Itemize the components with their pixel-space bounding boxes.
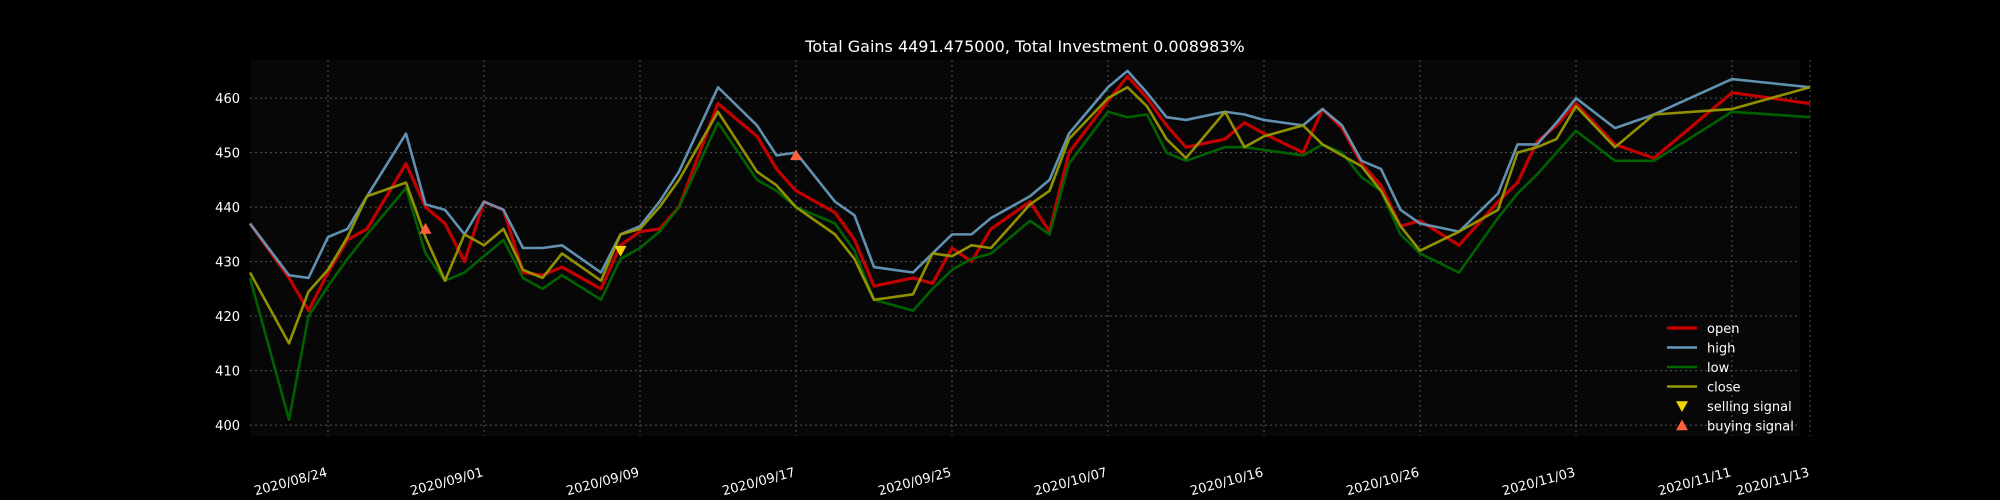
y-tick-labels: 400 410 420 430 440 450 460 [215, 92, 240, 434]
legend-label-open: open [1707, 322, 1739, 337]
series-line-low [248, 110, 1811, 421]
series-lines [248, 69, 1811, 421]
legend-label-selling-signal: selling signal [1707, 400, 1792, 415]
legend: open high low close selling signal buying sig… [1667, 322, 1794, 435]
y-tick-label: 400 [215, 419, 240, 434]
series-line-high [248, 69, 1811, 280]
buying-signal-marker [790, 149, 802, 161]
series-line-close [248, 85, 1811, 345]
grid [250, 60, 1811, 436]
legend-label-low: low [1707, 361, 1730, 376]
y-tick-label: 460 [215, 92, 240, 107]
y-tick-label: 430 [215, 256, 240, 271]
y-tick-label: 450 [215, 147, 240, 162]
signal-markers [419, 149, 802, 257]
y-tick-label: 420 [215, 310, 240, 325]
chart-title: Total Gains 4491.475000, Total Investmen… [804, 37, 1244, 56]
y-tick-label: 440 [215, 201, 240, 216]
legend-swatch-selling-signal [1676, 401, 1688, 412]
buying-signal-marker [419, 222, 432, 234]
selling-signal-marker [614, 245, 627, 257]
legend-swatch-buying-signal [1676, 419, 1688, 431]
legend-label-close: close [1707, 381, 1740, 396]
y-tick-label: 410 [215, 365, 240, 380]
plot-area [250, 60, 1800, 436]
legend-label-buying-signal: buying signal [1707, 420, 1794, 435]
legend-label-high: high [1707, 342, 1735, 357]
